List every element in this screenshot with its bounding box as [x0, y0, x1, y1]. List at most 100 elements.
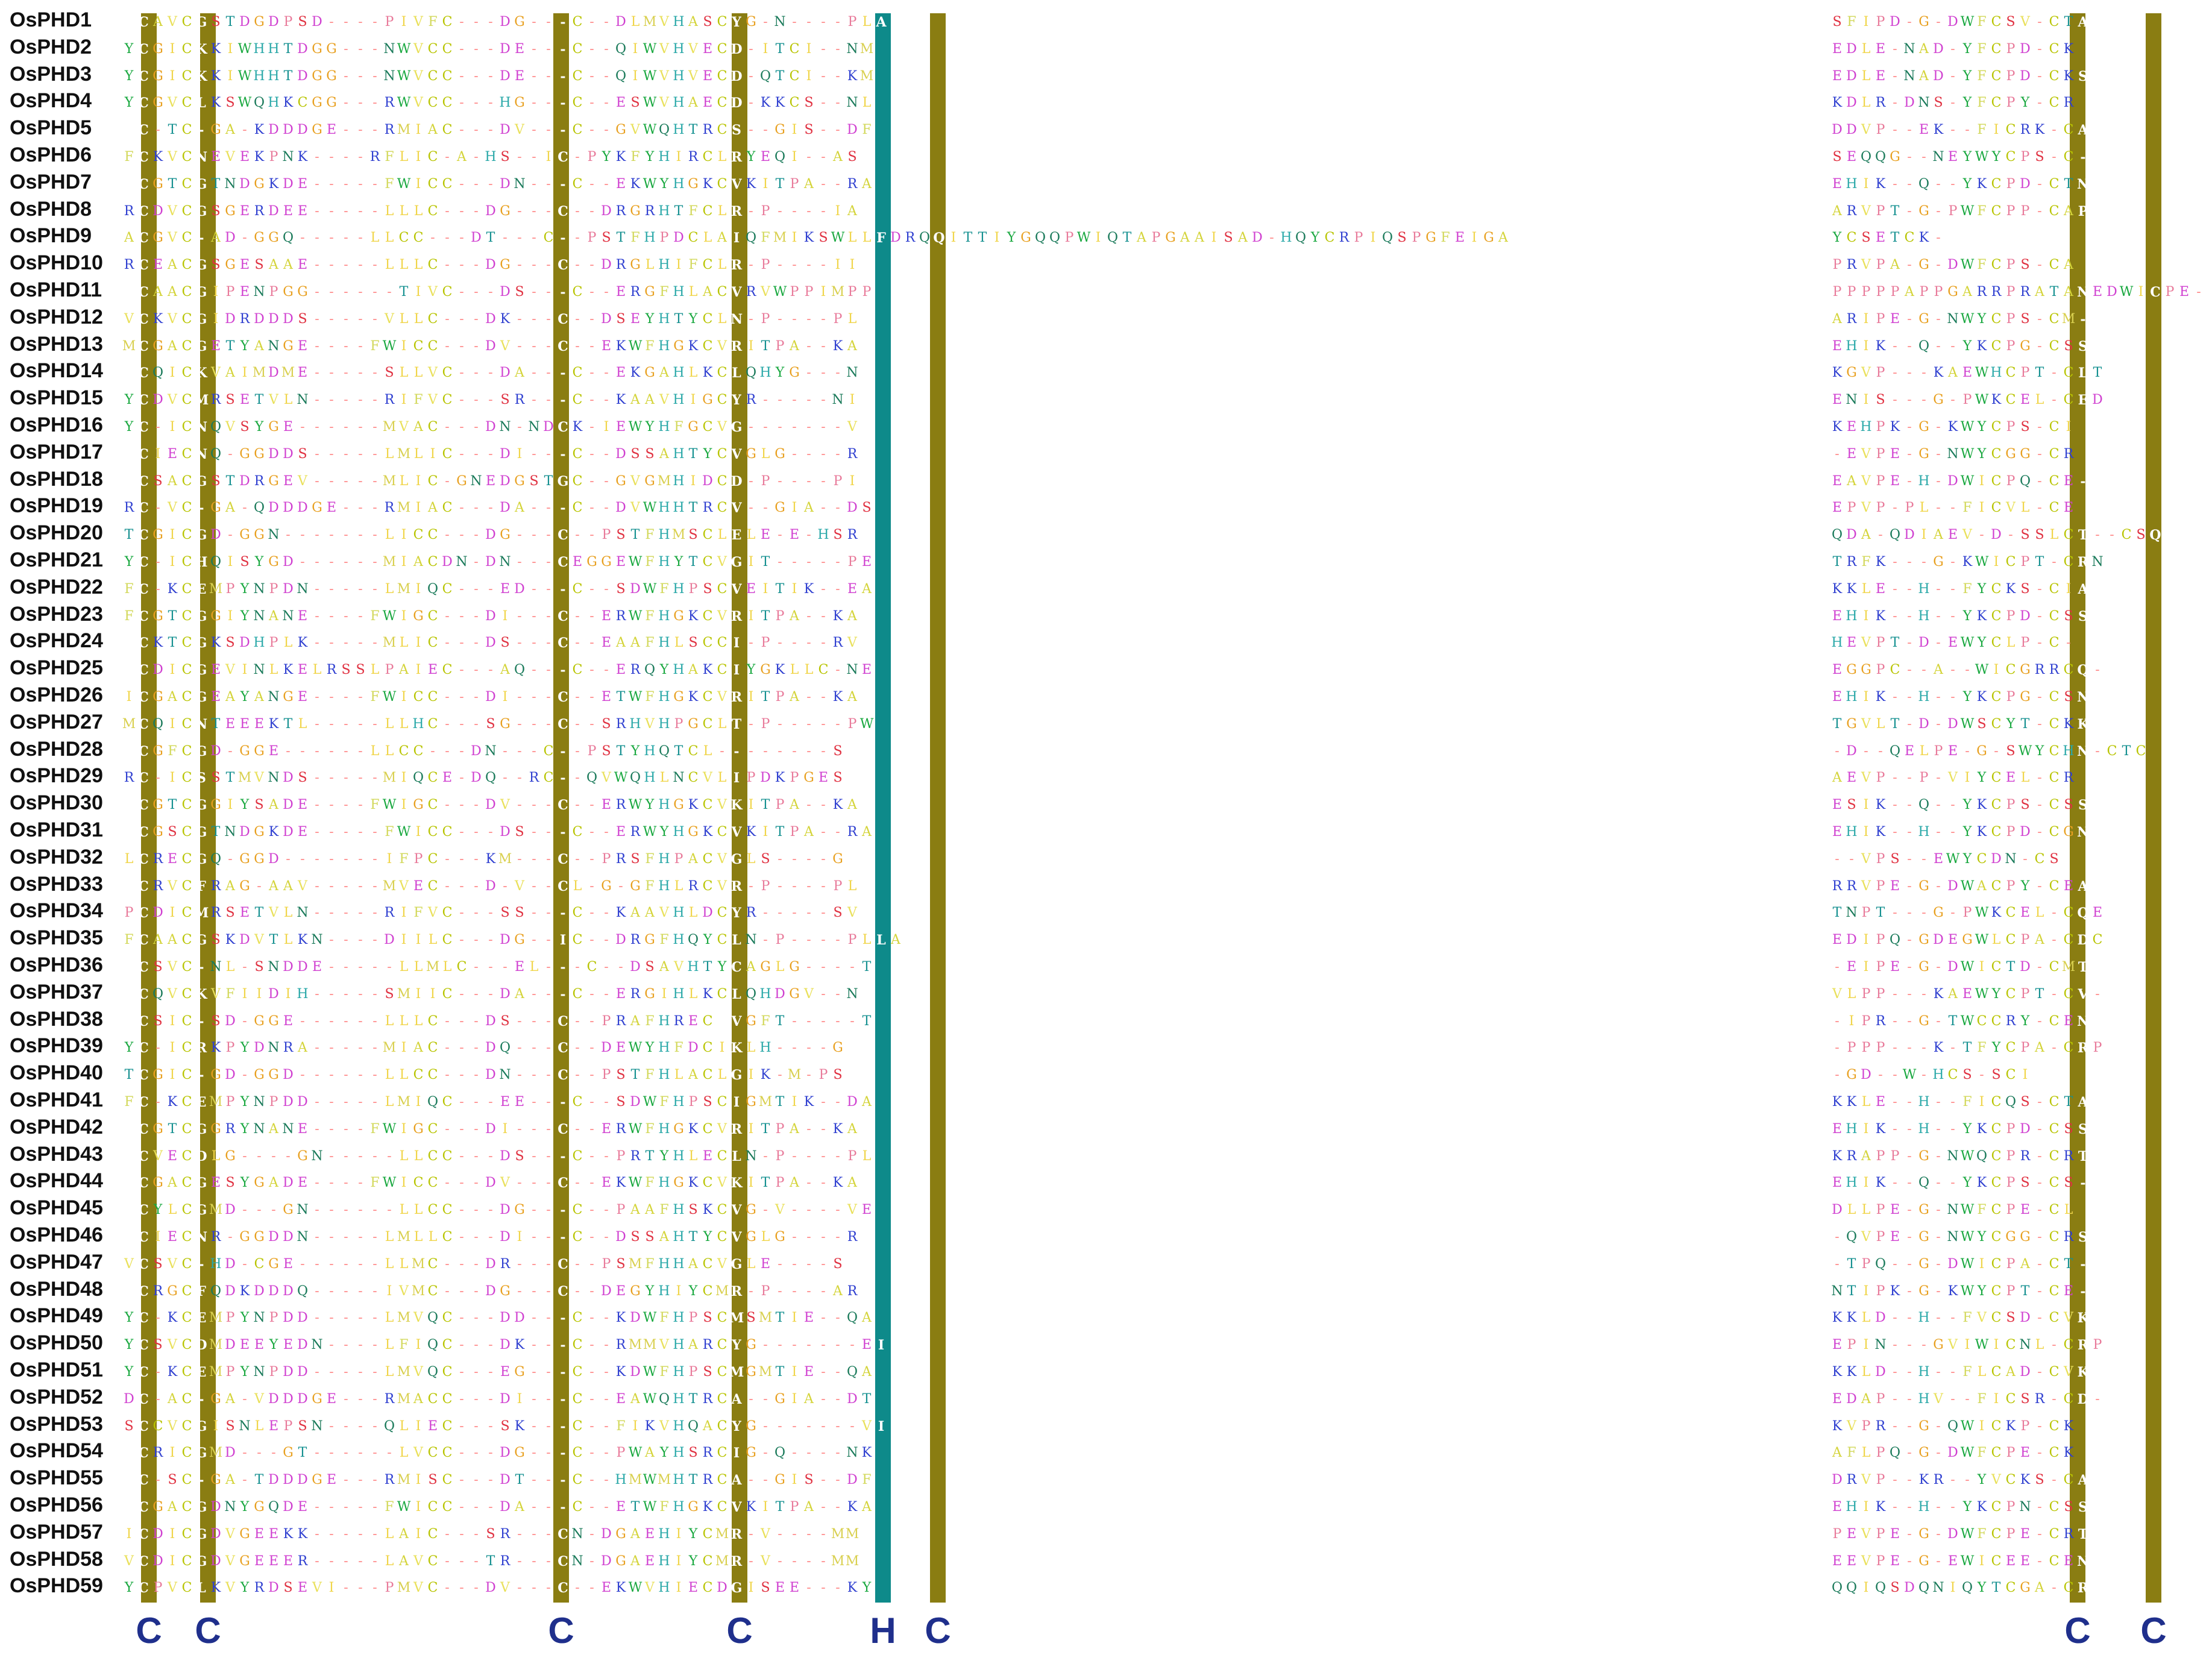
- residue: C: [1991, 41, 2002, 57]
- residue: -: [835, 959, 840, 975]
- residue: -: [532, 14, 536, 30]
- residue: C: [558, 338, 568, 354]
- residue: -: [2037, 419, 2042, 435]
- residue: V: [1861, 257, 1871, 273]
- residue: C: [572, 1391, 583, 1407]
- residue: V: [413, 68, 423, 84]
- residue: D: [485, 635, 496, 651]
- residue: -: [358, 1526, 363, 1542]
- residue: H: [1918, 824, 1930, 840]
- residue: -: [2037, 797, 2042, 813]
- residue: -: [372, 1256, 377, 1272]
- residue: A: [876, 14, 887, 30]
- residue: E: [1832, 1553, 1843, 1569]
- residue: P: [1934, 284, 1943, 300]
- residue: D: [2020, 1121, 2031, 1137]
- residue: -: [2037, 1013, 2042, 1029]
- residue: -: [2037, 1094, 2042, 1110]
- residue: -: [474, 608, 479, 624]
- residue: T: [168, 122, 177, 138]
- residue: D: [210, 1500, 221, 1515]
- residue: -: [1907, 1175, 1912, 1191]
- residue: -: [532, 932, 536, 948]
- residue: V: [225, 419, 235, 435]
- residue: R: [384, 95, 395, 111]
- residue: P: [1876, 959, 1885, 975]
- residue: -: [1907, 14, 1912, 30]
- residue: E: [1846, 1553, 1857, 1569]
- residue: S: [385, 986, 394, 1002]
- residue: -: [286, 743, 291, 759]
- residue: -: [560, 122, 566, 139]
- residue: C: [138, 851, 149, 867]
- residue: -: [1893, 581, 1897, 597]
- residue: V: [1861, 635, 1871, 651]
- residue: -: [546, 554, 551, 570]
- residue: D: [1918, 635, 1929, 651]
- conserved-histidine-column: [875, 13, 891, 1603]
- residue: E: [1832, 608, 1843, 624]
- residue: N: [470, 473, 482, 489]
- residue: -: [778, 1283, 782, 1299]
- residue: -: [589, 338, 594, 354]
- residue: P: [269, 149, 278, 165]
- residue: -: [532, 662, 536, 678]
- residue: Q: [152, 986, 164, 1002]
- residue: A: [1962, 284, 1972, 300]
- residue: G: [152, 1067, 163, 1083]
- residue: S: [833, 1067, 843, 1083]
- residue: C: [572, 662, 583, 678]
- residue: G: [225, 1148, 236, 1164]
- residue: S: [2020, 581, 2030, 597]
- residue: -: [488, 68, 493, 84]
- residue: F: [370, 689, 380, 705]
- residue: P: [2006, 203, 2016, 219]
- residue: -: [806, 1283, 811, 1299]
- residue: -: [835, 1148, 840, 1164]
- residue: I: [1863, 392, 1869, 408]
- residue: C: [572, 1310, 583, 1326]
- residue: C: [572, 473, 583, 489]
- residue: E: [196, 1094, 207, 1110]
- residue: I: [1950, 1580, 1956, 1596]
- residue: V: [1948, 770, 1958, 786]
- residue: D: [297, 41, 308, 57]
- residue: E: [601, 338, 612, 354]
- residue: -: [792, 905, 797, 921]
- residue: -: [344, 1365, 348, 1380]
- residue: -: [560, 1094, 566, 1110]
- residue: V: [515, 878, 524, 894]
- residue: C: [572, 500, 583, 516]
- residue: -: [589, 1175, 594, 1191]
- residue: -: [763, 905, 768, 921]
- residue: E: [167, 851, 178, 867]
- residue: V: [312, 1580, 322, 1596]
- residue: Y: [254, 419, 264, 435]
- residue: P: [790, 176, 799, 192]
- residue: H: [673, 392, 685, 408]
- residue: -: [532, 338, 536, 354]
- residue: P: [688, 1365, 698, 1380]
- residue: V: [717, 554, 727, 570]
- residue: -: [358, 1229, 363, 1245]
- residue: E: [239, 905, 250, 921]
- residue: Y: [1977, 635, 1987, 651]
- residue: D: [601, 203, 612, 219]
- residue: L: [399, 635, 409, 651]
- residue: K: [702, 824, 713, 840]
- residue: C: [2049, 1121, 2060, 1137]
- residue: A: [804, 824, 814, 840]
- residue: C: [558, 257, 568, 274]
- residue: -: [286, 527, 291, 543]
- residue: -: [589, 122, 594, 138]
- residue: H: [658, 1580, 670, 1596]
- residue: E: [702, 1148, 713, 1164]
- residue: K: [167, 1094, 178, 1110]
- residue: D: [283, 1283, 294, 1299]
- residue: -: [358, 284, 363, 300]
- residue: I: [1849, 1013, 1855, 1029]
- residue: S: [1397, 230, 1407, 246]
- residue: -: [242, 1256, 247, 1272]
- residue: -: [358, 1067, 363, 1083]
- residue: -: [821, 932, 826, 948]
